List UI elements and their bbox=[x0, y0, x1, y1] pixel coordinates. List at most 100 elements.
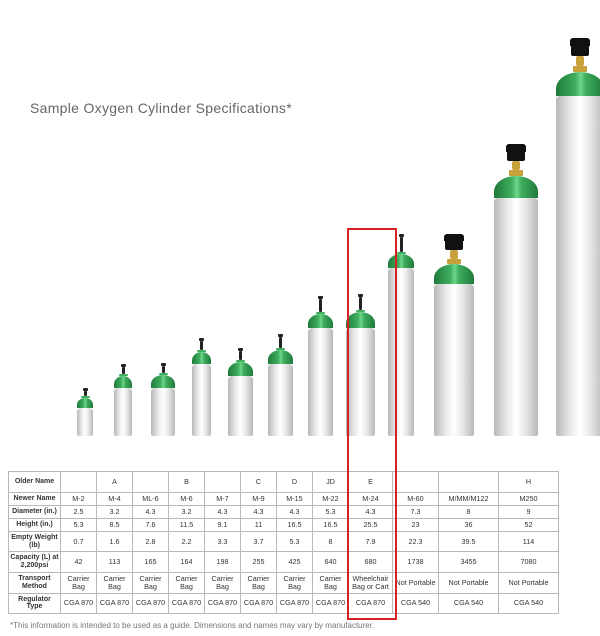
table-cell: 52 bbox=[499, 519, 559, 532]
cylinder-body bbox=[434, 284, 474, 436]
table-cell: 255 bbox=[241, 552, 277, 572]
cylinder-row bbox=[72, 56, 588, 436]
spec-table: Older NameABCDJDEHNewer NameM-2M-4ML-6M-… bbox=[8, 471, 600, 614]
cylinder-body bbox=[308, 328, 333, 436]
header-category: C bbox=[241, 472, 277, 493]
table-cell: 3.3 bbox=[205, 532, 241, 552]
cylinder-body bbox=[192, 364, 211, 436]
cylinder bbox=[388, 234, 414, 436]
cylinder-body bbox=[114, 388, 132, 436]
table-cell: 198 bbox=[205, 552, 241, 572]
cylinder bbox=[114, 364, 132, 436]
row-header: Height (in.) bbox=[9, 519, 61, 532]
post-valve-icon bbox=[276, 334, 285, 350]
post-valve-icon bbox=[397, 234, 406, 254]
cylinder-head bbox=[192, 352, 211, 364]
table-cell: 3455 bbox=[439, 552, 499, 572]
table-cell: 4.3 bbox=[133, 506, 169, 519]
row-header: Transport Method bbox=[9, 572, 61, 593]
table-cell: 16.5 bbox=[277, 519, 313, 532]
table-cell: 8 bbox=[439, 506, 499, 519]
cylinder bbox=[494, 144, 538, 436]
cylinder-head bbox=[268, 350, 293, 364]
cylinder-body bbox=[556, 96, 600, 436]
table-cell: M-9 bbox=[241, 493, 277, 506]
table-cell: Not Portable bbox=[439, 572, 499, 593]
table-cell: CGA 870 bbox=[97, 593, 133, 613]
cylinder-head bbox=[77, 398, 93, 408]
cylinder-body bbox=[151, 388, 175, 436]
table-cell: 425 bbox=[277, 552, 313, 572]
header-category: D bbox=[277, 472, 313, 493]
table-cell: CGA 870 bbox=[133, 593, 169, 613]
header-category: JD bbox=[313, 472, 349, 493]
post-valve-icon bbox=[81, 388, 90, 398]
table-cell: 2.2 bbox=[169, 532, 205, 552]
cylinder-body bbox=[268, 364, 293, 436]
table-cell: M-4 bbox=[97, 493, 133, 506]
header-category: A bbox=[97, 472, 133, 493]
footnote: *This information is intended to be used… bbox=[10, 621, 374, 630]
table-cell: Carrier Bag bbox=[241, 572, 277, 593]
post-valve-icon bbox=[236, 348, 245, 362]
table-cell: 640 bbox=[313, 552, 349, 572]
table-cell: Carrier Bag bbox=[277, 572, 313, 593]
table-cell: 5.3 bbox=[313, 506, 349, 519]
header-category bbox=[205, 472, 241, 493]
table-cell: 39.5 bbox=[439, 532, 499, 552]
table-cell: 680 bbox=[349, 552, 393, 572]
cylinder bbox=[77, 388, 93, 436]
table-cell: M-7 bbox=[205, 493, 241, 506]
table-cell: 1738 bbox=[393, 552, 439, 572]
cylinder bbox=[228, 348, 253, 436]
table-cell: M-6 bbox=[169, 493, 205, 506]
table-cell: 8.5 bbox=[97, 519, 133, 532]
table-cell: 5.3 bbox=[61, 519, 97, 532]
cylinder-body bbox=[388, 268, 414, 436]
table-cell: 9.1 bbox=[205, 519, 241, 532]
post-valve-icon bbox=[197, 338, 206, 352]
table-cell: 114 bbox=[499, 532, 559, 552]
table-cell: CGA 870 bbox=[241, 593, 277, 613]
table-cell: 23 bbox=[393, 519, 439, 532]
header-category bbox=[393, 472, 439, 493]
cylinder bbox=[346, 294, 375, 436]
table-cell: 165 bbox=[133, 552, 169, 572]
table-cell: 16.5 bbox=[313, 519, 349, 532]
table-cell: CGA 870 bbox=[169, 593, 205, 613]
post-valve-icon bbox=[316, 296, 325, 314]
table-cell: Carrier Bag bbox=[205, 572, 241, 593]
cylinder-head bbox=[151, 375, 175, 388]
handle-valve-icon bbox=[570, 38, 590, 72]
table-cell: 9 bbox=[499, 506, 559, 519]
cylinder bbox=[308, 296, 333, 436]
table-cell: 7.6 bbox=[133, 519, 169, 532]
table-cell: 7.9 bbox=[349, 532, 393, 552]
table-cell: Carrier Bag bbox=[97, 572, 133, 593]
cylinder-head bbox=[308, 314, 333, 328]
spec-table-wrap: Older NameABCDJDEHNewer NameM-2M-4ML-6M-… bbox=[8, 471, 592, 614]
table-cell: Wheelchair Bag or Cart bbox=[349, 572, 393, 593]
header-category bbox=[133, 472, 169, 493]
table-cell: Carrier Bag bbox=[169, 572, 205, 593]
table-cell: 113 bbox=[97, 552, 133, 572]
table-cell: 22.3 bbox=[393, 532, 439, 552]
table-cell: Not Portable bbox=[499, 572, 559, 593]
header-category: B bbox=[169, 472, 205, 493]
header-category bbox=[439, 472, 499, 493]
table-cell: 4.3 bbox=[205, 506, 241, 519]
table-cell: 2.5 bbox=[61, 506, 97, 519]
table-cell: 7.3 bbox=[393, 506, 439, 519]
table-cell: 3.2 bbox=[169, 506, 205, 519]
table-cell: Not Portable bbox=[393, 572, 439, 593]
cylinder-head bbox=[346, 312, 375, 328]
cylinder-body bbox=[494, 198, 538, 436]
cylinder-body bbox=[228, 376, 253, 436]
row-header: Empty Weight (lb) bbox=[9, 532, 61, 552]
table-cell: ML-6 bbox=[133, 493, 169, 506]
table-cell: CGA 540 bbox=[439, 593, 499, 613]
table-cell: 36 bbox=[439, 519, 499, 532]
table-cell: CGA 870 bbox=[61, 593, 97, 613]
table-cell: 2.8 bbox=[133, 532, 169, 552]
table-cell: 3.2 bbox=[97, 506, 133, 519]
